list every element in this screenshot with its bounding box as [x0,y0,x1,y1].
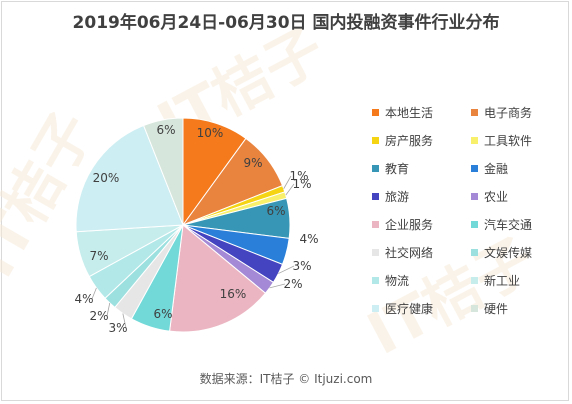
legend-swatch [372,277,379,284]
chart-title: 2019年06月24日-06月30日 国内投融资事件行业分布 [72,13,500,33]
leader-line-7 [278,265,295,274]
legend-item: 新工业 [471,272,520,289]
legend-swatch [471,277,478,284]
data-label-11: 3% [108,321,127,335]
data-label-5: 6% [266,204,285,218]
data-label-6: 4% [299,232,318,246]
legend-item: 文娱传媒 [471,244,532,261]
legend-label: 医疗健康 [385,302,434,316]
leader-line-13 [91,287,97,300]
leader-line-12 [106,302,111,317]
legend-item: 教育 [372,160,409,177]
pie-slice-9 [169,224,267,333]
legend-item: 工具软件 [471,132,532,149]
data-label-8: 2% [283,277,302,291]
legend-label: 硬件 [484,302,509,316]
legend-label: 物流 [385,274,410,288]
legend-swatch [372,109,379,116]
legend-item: 医疗健康 [372,300,433,317]
legend-item: 旅游 [372,188,409,205]
legend-label: 文娱传媒 [484,246,533,260]
legend-swatch [471,109,478,116]
legend-swatch [372,193,379,200]
data-label-16: 6% [156,123,175,137]
legend-label: 本地生活 [385,106,434,120]
legend-label: 工具软件 [484,134,533,148]
legend-swatch [372,137,379,144]
data-label-1: 10% [197,126,224,140]
data-label-4: 1% [292,177,311,191]
legend-label: 社交网络 [385,246,434,260]
legend-label: 教育 [385,162,410,176]
legend-label: 金融 [484,162,509,176]
data-label-12: 2% [89,309,108,323]
legend-swatch [372,305,379,312]
legend-swatch [471,193,478,200]
legend-swatch [372,221,379,228]
legend-label: 电子商务 [484,106,533,120]
legend-item: 物流 [372,272,409,289]
data-label-13: 4% [74,292,93,306]
legend-item: 社交网络 [372,244,433,261]
pie-slice-15 [75,124,184,233]
legend-label: 农业 [484,190,509,204]
legend-item: 金融 [471,160,508,177]
legend-label: 房产服务 [385,134,434,148]
data-label-9: 16% [220,287,247,301]
data-label-7: 3% [292,259,311,273]
data-label-15: 20% [93,171,120,185]
legend-label: 旅游 [385,190,410,204]
legend-item: 农业 [471,188,508,205]
legend-swatch [471,221,478,228]
leader-line-4 [285,183,295,196]
legend-label: 企业服务 [385,218,434,232]
legend-item: 硬件 [471,300,508,317]
data-label-2: 9% [243,156,262,170]
legend-item: 电子商务 [471,104,532,121]
legend-item: 房产服务 [372,132,433,149]
legend-swatch [372,165,379,172]
pie-data-labels: 10%9%1%1%6%4%3%2%16%6%3%2%4%7%20%6% [74,123,318,335]
legend-swatch [471,249,478,256]
legend-item: 本地生活 [372,104,433,121]
legend-swatch [471,165,478,172]
legend-swatch [471,305,478,312]
leader-line-3 [283,175,292,189]
pie-slices [75,117,291,333]
legend-swatch [471,137,478,144]
leader-line-8 [269,283,286,289]
leader-line-11 [122,313,127,329]
data-label-3: 1% [289,169,308,183]
data-label-14: 7% [89,249,108,263]
legend-swatch [372,249,379,256]
legend-item: 企业服务 [372,216,433,233]
pie-leader-lines [91,175,295,329]
legend-label: 汽车交通 [484,218,533,232]
source-note: 数据来源：IT桔子 © Itjuzi.com [199,372,373,386]
data-label-10: 6% [153,307,172,321]
pie-slice-16 [142,117,184,226]
legend-label: 新工业 [484,274,521,288]
legend-item: 汽车交通 [471,216,532,233]
